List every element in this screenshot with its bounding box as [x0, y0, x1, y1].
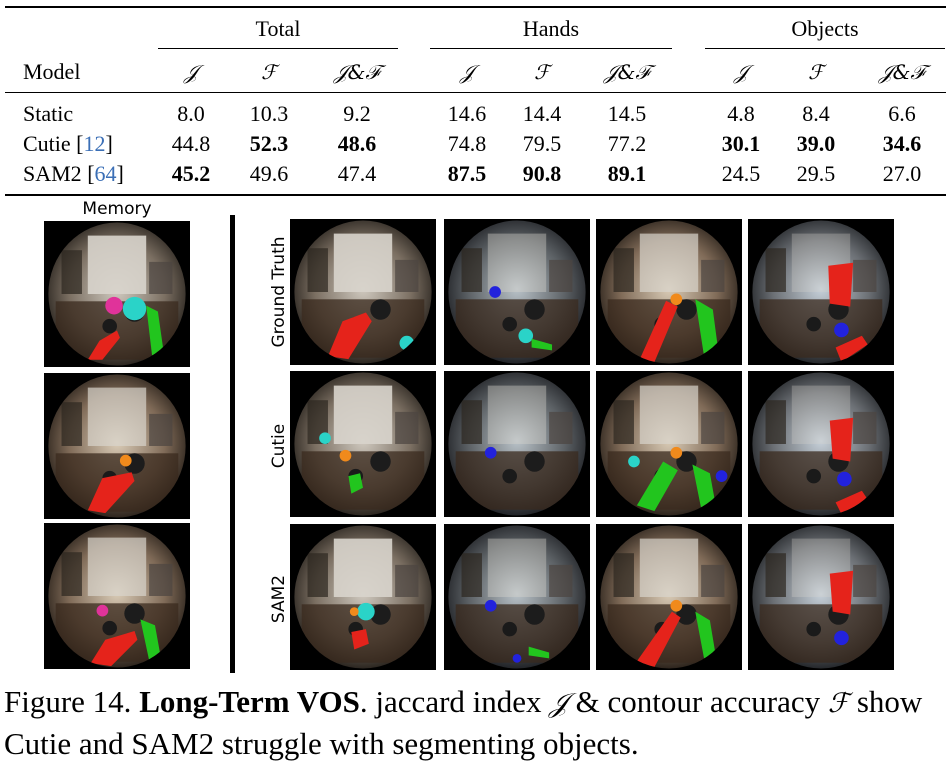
- divider-line: [230, 215, 235, 673]
- frame-image: [48, 524, 186, 668]
- memory-label: Memory: [82, 199, 152, 219]
- citation-link[interactable]: 12: [83, 131, 106, 156]
- table-cell: 45.2: [171, 161, 211, 186]
- frame-image: [294, 372, 432, 516]
- caption-prefix: Figure 14.: [4, 684, 140, 719]
- table-cell: 47.4: [337, 161, 377, 186]
- table-cell: 44.8: [171, 131, 211, 156]
- gt-frame-4: [748, 219, 894, 365]
- table-cell: 48.6: [337, 131, 377, 156]
- model-label: Cutie: [23, 131, 71, 156]
- gt-frame-2: [444, 219, 590, 365]
- table-cell: 30.1: [721, 131, 761, 156]
- gt-frame-1: [290, 219, 436, 365]
- caption-title: Long-Term VOS: [139, 684, 360, 719]
- model-name: SAM2 [64]: [23, 161, 124, 186]
- metric-header-objects-jf: 𝒥&ℱ: [878, 60, 926, 84]
- table-cell: 90.8: [522, 161, 562, 186]
- frame-image: [600, 220, 738, 364]
- table-cell: 49.6: [249, 161, 289, 186]
- model-label: SAM2: [23, 161, 82, 186]
- frame-image: [294, 220, 432, 364]
- memory-frame-1: [44, 221, 190, 367]
- metric-header-hands-j: 𝒥: [460, 60, 474, 84]
- frame-image: [600, 525, 738, 669]
- table-cell: 34.6: [882, 131, 922, 156]
- metric-header-objects-j: 𝒥: [734, 60, 748, 84]
- model-header: Model: [23, 59, 81, 84]
- frame-image: [48, 374, 186, 518]
- group-rule-objects: [705, 48, 945, 49]
- frame-image: [752, 525, 890, 669]
- group-header-total: Total: [255, 16, 301, 41]
- metric-header-total-jf: 𝒥&ℱ: [333, 60, 381, 84]
- table-cell: 8.4: [802, 101, 830, 126]
- table-cell: 14.6: [447, 101, 487, 126]
- table-cell: 10.3: [249, 101, 289, 126]
- table-cell: 79.5: [522, 131, 562, 156]
- sam2-frame-3: [596, 524, 742, 670]
- caption-symbol-f: ℱ: [827, 688, 850, 719]
- figure-caption: Figure 14. Long-Term VOS. jaccard index …: [4, 682, 944, 764]
- caption-text-3: show Cutie and SAM2 struggle with segmen…: [4, 684, 923, 761]
- metric-header-hands-jf: 𝒥&ℱ: [603, 60, 651, 84]
- cutie-frame-3: [596, 371, 742, 517]
- group-header-hands: Hands: [522, 16, 580, 41]
- metric-header-total-f: ℱ: [261, 60, 277, 84]
- frame-image: [448, 525, 586, 669]
- row-label-ground-truth: Ground Truth: [269, 236, 289, 348]
- cutie-frame-2: [444, 371, 590, 517]
- metric-header-hands-f: ℱ: [534, 60, 550, 84]
- table-cell: 6.6: [888, 101, 916, 126]
- table-cell: 8.0: [177, 101, 205, 126]
- memory-frame-2: [44, 373, 190, 519]
- gt-frame-3: [596, 219, 742, 365]
- table-cell: 24.5: [721, 161, 761, 186]
- table-cell: 89.1: [607, 161, 647, 186]
- table-cell: 27.0: [882, 161, 922, 186]
- model-name: Cutie [12]: [23, 131, 113, 156]
- table-cell: 74.8: [447, 131, 487, 156]
- table-cell: 29.5: [796, 161, 836, 186]
- table-cell: 77.2: [607, 131, 647, 156]
- cutie-frame-1: [290, 371, 436, 517]
- memory-frame-3: [44, 523, 190, 669]
- table-cell: 14.5: [607, 101, 647, 126]
- table-cell: 14.4: [522, 101, 562, 126]
- model-label: Static: [23, 101, 74, 126]
- row-label-sam2: SAM2: [269, 574, 289, 624]
- metric-header-total-j: 𝒥: [184, 60, 198, 84]
- sam2-frame-2: [444, 524, 590, 670]
- group-rule-hands: [430, 48, 672, 49]
- frame-image: [448, 372, 586, 516]
- frame-image: [448, 220, 586, 364]
- group-header-objects: Objects: [791, 16, 859, 41]
- frame-image: [752, 220, 890, 364]
- table-cell: 87.5: [447, 161, 487, 186]
- group-rule-total: [158, 48, 398, 49]
- bottom-rule: [5, 194, 946, 196]
- sam2-frame-4: [748, 524, 894, 670]
- table-cell: 4.8: [727, 101, 755, 126]
- frame-image: [752, 372, 890, 516]
- table-cell: 39.0: [796, 131, 836, 156]
- caption-text-2: & contour accuracy: [567, 684, 828, 719]
- frame-image: [600, 372, 738, 516]
- caption-text-1: . jaccard index: [359, 684, 550, 719]
- row-label-cutie: Cutie: [269, 423, 289, 469]
- cutie-frame-4: [748, 371, 894, 517]
- sam2-frame-1: [290, 524, 436, 670]
- citation-link[interactable]: 64: [94, 161, 117, 186]
- top-rule: [5, 6, 946, 8]
- caption-symbol-j: 𝒥: [549, 688, 568, 719]
- table-cell: 52.3: [249, 131, 289, 156]
- frame-image: [294, 525, 432, 669]
- header-rule: [5, 92, 946, 93]
- frame-image: [48, 222, 186, 366]
- model-name: Static: [23, 102, 73, 126]
- table-cell: 9.2: [343, 101, 371, 126]
- metric-header-objects-f: ℱ: [808, 60, 824, 84]
